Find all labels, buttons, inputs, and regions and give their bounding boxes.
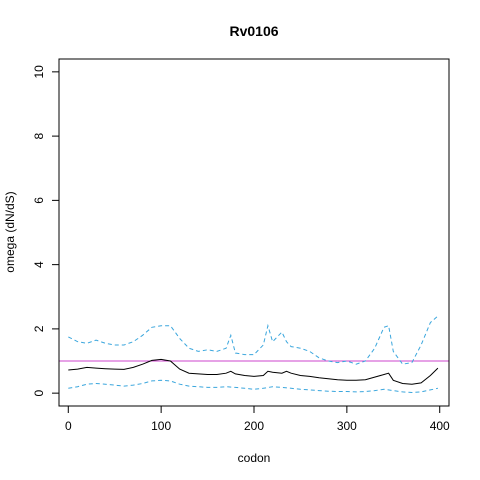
y-tick-label-0: 0 [32,389,46,396]
y-tick-label-3: 6 [32,197,46,204]
y-tick-label-5: 10 [32,65,46,79]
estimate-line [68,358,439,385]
x-axis-label: codon [238,451,271,465]
chart-title: Rv0106 [229,23,278,39]
y-tick-label-2: 4 [32,261,46,268]
x-tick-label-4: 400 [430,419,450,433]
x-tick-label-2: 200 [244,419,264,433]
x-tick-label-0: 0 [65,419,72,433]
y-tick-label-1: 2 [32,325,46,332]
plot-frame [58,58,450,407]
x-tick-label-3: 300 [337,419,357,433]
y-tick-label-4: 8 [32,132,46,139]
x-tick-label-1: 100 [151,419,171,433]
upper-bound-line [68,315,439,365]
plot-area: 0 100 200 300 400 0 2 4 6 8 10 [32,65,450,433]
y-axis-label: omega (dN/dS) [3,191,17,272]
